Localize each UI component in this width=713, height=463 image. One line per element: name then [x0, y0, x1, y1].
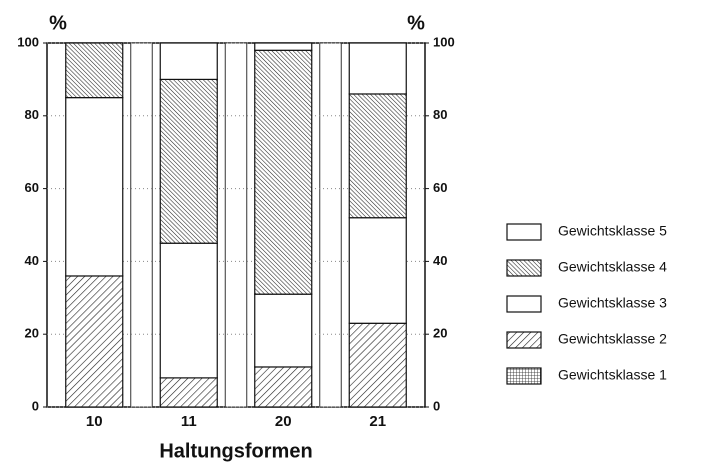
legend-text: Gewichtsklasse 5 [558, 223, 667, 239]
bar-segment [159, 78, 218, 244]
bar-segment [65, 96, 124, 277]
y2-tick-label: 0 [433, 398, 440, 413]
y2-tick-label: 40 [433, 253, 447, 268]
x-axis-title: Haltungsformen [159, 440, 312, 462]
x-tick-label: 20 [275, 413, 292, 430]
bar-segment [159, 42, 218, 81]
legend-swatch [506, 295, 542, 313]
y-tick-label: 0 [32, 398, 39, 413]
y2-tick-label: 60 [433, 180, 447, 195]
y-tick-label: 80 [25, 107, 39, 122]
bar-segment [254, 293, 313, 368]
legend-swatch [506, 223, 542, 241]
bar-segment [159, 377, 218, 408]
y2-axis-title: % [407, 12, 425, 34]
x-tick-label: 21 [369, 413, 386, 430]
legend-text: Gewichtsklasse 4 [558, 259, 667, 275]
legend-swatch [506, 331, 542, 349]
legend-swatch [506, 367, 542, 385]
bar-segment [159, 242, 218, 379]
bar-segment [348, 322, 407, 408]
separator-column [224, 42, 248, 408]
legend-text: Gewichtsklasse 2 [558, 331, 667, 347]
bar-segment [348, 42, 407, 95]
bar-segment [348, 93, 407, 219]
y-tick-label: 20 [25, 326, 39, 341]
bar-segment [254, 42, 313, 51]
x-tick-label: 11 [181, 413, 197, 430]
y-tick-label: 100 [17, 34, 39, 49]
x-tick-label: 10 [86, 413, 103, 430]
y-axis-title: % [49, 12, 67, 34]
y2-tick-label: 80 [433, 107, 447, 122]
bar-segment [254, 366, 313, 408]
bar-segment [65, 275, 124, 408]
y-tick-label: 40 [25, 253, 39, 268]
bar-segment [65, 42, 124, 99]
bar-segment [348, 217, 407, 324]
separator-column [319, 42, 342, 408]
legend-swatch [506, 259, 542, 277]
y2-tick-label: 20 [433, 326, 447, 341]
y2-tick-label: 100 [433, 34, 455, 49]
bar-segment [254, 49, 313, 295]
y-tick-label: 60 [25, 180, 39, 195]
legend-text: Gewichtsklasse 3 [558, 295, 667, 311]
legend-text: Gewichtsklasse 1 [558, 367, 667, 383]
separator-column [130, 42, 153, 408]
